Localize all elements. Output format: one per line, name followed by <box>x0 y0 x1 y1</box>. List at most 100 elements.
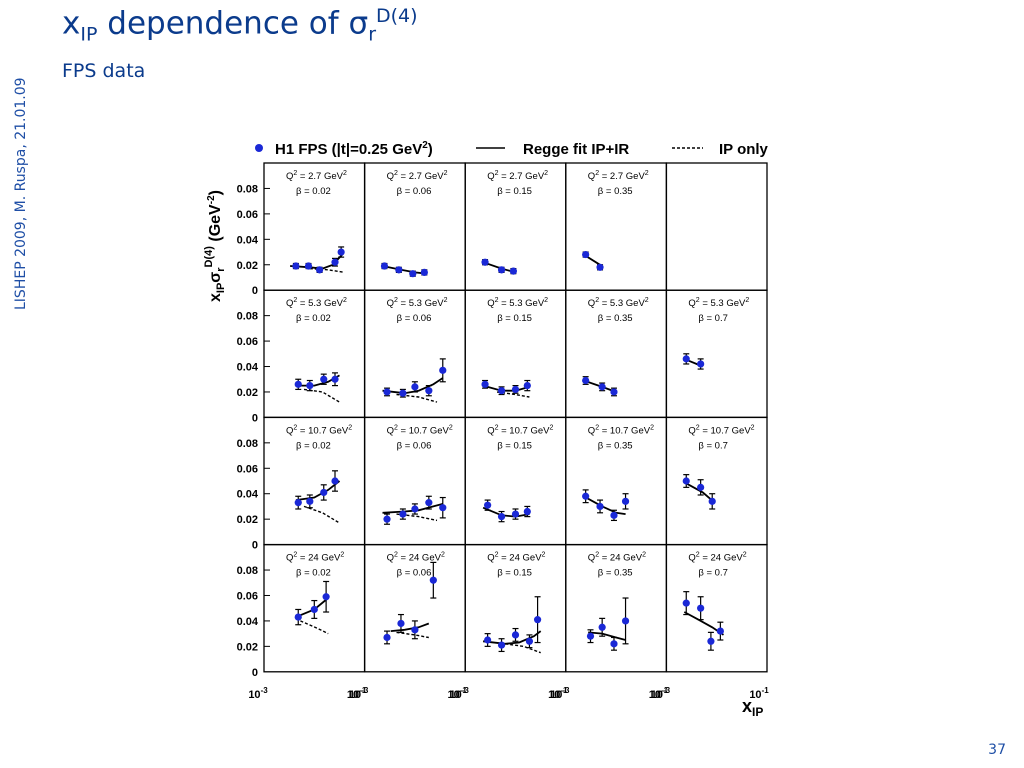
fit-curve <box>583 495 626 515</box>
data-point <box>331 477 339 485</box>
data-point <box>610 388 618 396</box>
panel-q2-label: Q2 = 10.7 GeV2 <box>688 424 754 436</box>
data-point <box>294 499 302 507</box>
ip-only-curve <box>303 388 340 403</box>
data-point <box>708 497 716 505</box>
data-point <box>322 593 330 601</box>
legend-data-marker <box>255 144 263 152</box>
panel-beta-label: β = 0.06 <box>397 186 432 197</box>
data-point <box>292 262 300 270</box>
data-point <box>481 380 489 388</box>
panel-frame <box>665 162 768 291</box>
page-number: 37 <box>988 742 1006 758</box>
data-point <box>682 355 690 363</box>
panel-frame <box>665 289 768 419</box>
data-point <box>582 250 590 259</box>
panel-frame <box>565 543 668 673</box>
panel-q2-label: Q2 = 5.3 GeV2 <box>588 297 649 309</box>
panel-beta-label: β = 0.02 <box>296 313 331 324</box>
data-point <box>582 492 590 500</box>
y-tick-label: 0.04 <box>237 362 259 374</box>
data-point <box>596 263 604 271</box>
panel-beta-label: β = 0.02 <box>296 186 331 197</box>
ip-only-curve <box>309 267 345 274</box>
data-point <box>697 604 705 612</box>
y-tick-label: 0.08 <box>237 565 258 577</box>
y-tick-label: 0.04 <box>237 234 259 246</box>
ip-only-curve <box>505 643 541 654</box>
data-point <box>511 385 520 394</box>
panel-q2-label: Q2 = 24 GeV2 <box>588 552 646 564</box>
x-tick-label: 10-1 <box>548 686 568 701</box>
panel-q2-label: Q2 = 2.7 GeV2 <box>286 170 347 182</box>
data-point <box>610 640 618 648</box>
y-axis-label: xIPσrD(4) (GeV-2) <box>203 190 227 302</box>
ip-only-curve <box>303 505 340 524</box>
ip-only-curve <box>300 620 329 635</box>
panel-beta-label: β = 0.06 <box>397 313 432 324</box>
y-tick-label: 0.02 <box>237 514 258 526</box>
data-point <box>310 605 318 614</box>
data-point <box>425 387 433 395</box>
y-tick-label: 0.04 <box>237 616 259 628</box>
data-point <box>315 266 324 274</box>
y-tick-label: 0 <box>252 412 258 424</box>
data-point <box>397 619 405 628</box>
fit-curve <box>588 631 626 641</box>
data-point <box>439 504 447 512</box>
panel-frame <box>263 416 366 546</box>
data-point <box>383 633 391 642</box>
panel-q2-label: Q2 = 24 GeV2 <box>487 552 545 564</box>
panel-q2-label: Q2 = 5.3 GeV2 <box>688 297 749 309</box>
data-point <box>497 266 506 274</box>
data-point <box>509 267 517 275</box>
data-point <box>411 505 419 513</box>
data-point <box>497 387 506 395</box>
fit-curve <box>382 503 444 514</box>
y-tick-label: 0.06 <box>237 209 258 221</box>
panel-beta-label: β = 0.15 <box>497 440 532 451</box>
panel-beta-label: β = 0.06 <box>397 568 432 579</box>
data-point <box>697 483 705 491</box>
data-point <box>411 626 419 634</box>
data-point <box>380 262 389 270</box>
legend-data-label: H1 FPS (|t|=0.25 GeV2) <box>275 140 433 158</box>
panel-q2-label: Q2 = 10.7 GeV2 <box>387 424 453 436</box>
y-tick-label: 0.02 <box>237 260 258 272</box>
panel-beta-label: β = 0.35 <box>598 313 633 324</box>
data-point <box>497 641 506 649</box>
data-point <box>598 623 606 631</box>
y-tick-label: 0.06 <box>237 590 258 602</box>
data-point <box>511 510 520 518</box>
data-point <box>533 616 542 624</box>
panel-beta-label: β = 0.15 <box>497 186 532 197</box>
fit-curve <box>482 384 530 392</box>
data-point <box>523 507 531 516</box>
panel-frame <box>263 289 366 419</box>
data-point <box>582 376 590 385</box>
panel-frame <box>665 543 768 673</box>
data-point <box>484 636 492 644</box>
panel-frame <box>363 416 466 546</box>
data-point <box>598 383 606 391</box>
data-point <box>320 375 328 383</box>
data-point <box>411 383 419 391</box>
panel-beta-label: β = 0.35 <box>598 186 633 197</box>
panel-beta-label: β = 0.7 <box>698 568 728 579</box>
x-tick-label: 10-1 <box>347 686 367 701</box>
panel-frame <box>263 162 366 291</box>
panel-beta-label: β = 0.02 <box>296 568 331 579</box>
panel-frame <box>363 289 466 419</box>
data-point <box>331 258 339 266</box>
data-point <box>523 382 531 390</box>
panel-q2-label: Q2 = 2.7 GeV2 <box>487 170 548 182</box>
legend-fit-label: Regge fit IP+IR <box>523 141 629 158</box>
data-point <box>294 613 302 621</box>
panel-frame <box>363 543 466 673</box>
panel-q2-label: Q2 = 5.3 GeV2 <box>286 297 347 309</box>
panel-frame <box>565 162 668 291</box>
data-point <box>399 389 407 397</box>
panel-beta-label: β = 0.02 <box>296 440 331 451</box>
data-point <box>610 511 618 519</box>
panel-frame <box>464 543 567 673</box>
